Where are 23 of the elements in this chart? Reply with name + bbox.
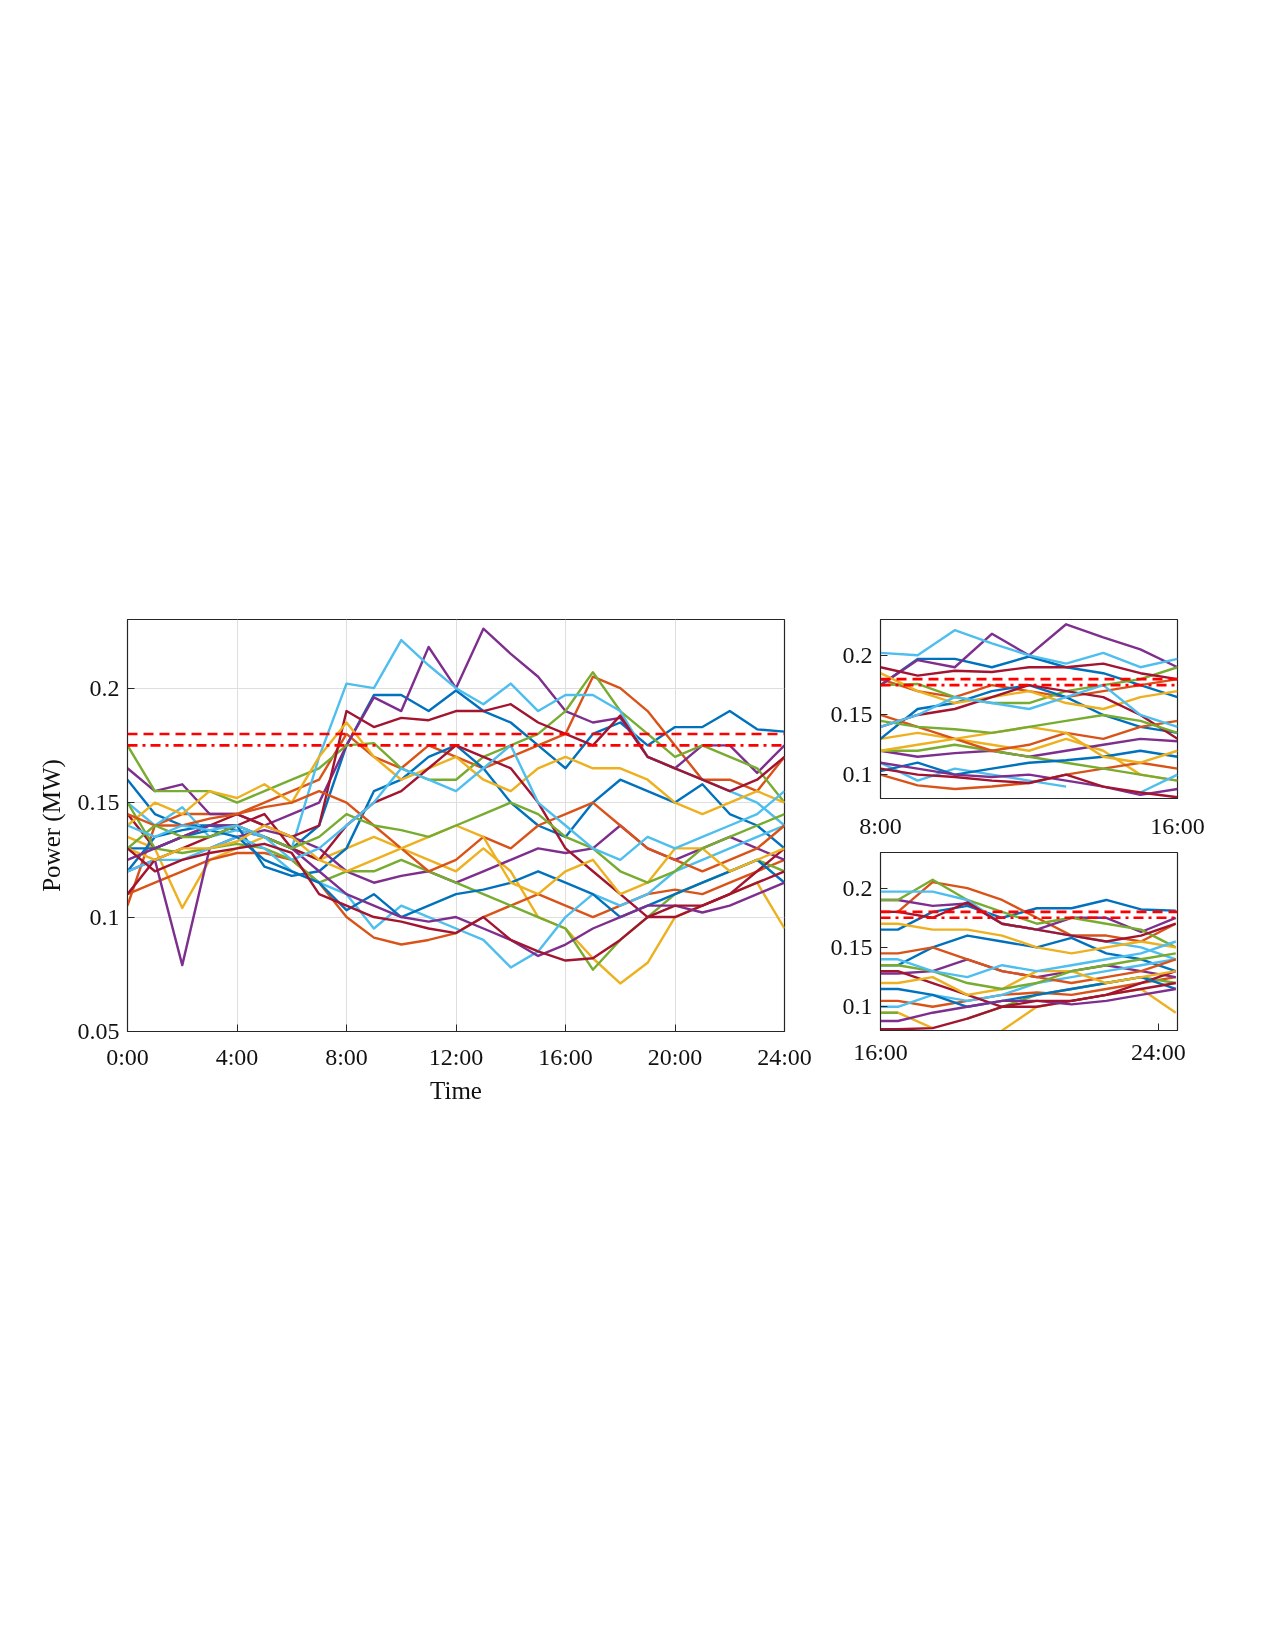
y-tick-label: 0.15 (830, 701, 873, 728)
x-axis-title: Time (430, 1076, 482, 1104)
y-tick-label: 0.1 (89, 903, 120, 930)
x-tick-label: 16:00 (853, 1038, 908, 1065)
x-tick-label: 16:00 (538, 1043, 593, 1070)
y-tick-label: 0.05 (77, 1018, 120, 1044)
x-tick-label: 0:00 (106, 1043, 149, 1070)
y-tick-label: 0.2 (842, 874, 873, 901)
y-axis-title: Power (MW) (37, 759, 66, 892)
x-tick-label: 16:00 (1150, 812, 1205, 839)
x-tick-label: 8:00 (325, 1043, 368, 1070)
y-tick-label: 0.2 (842, 641, 873, 668)
y-tick-label: 0.2 (89, 674, 120, 701)
x-tick-label: 12:00 (428, 1043, 484, 1070)
x-tick-label: 24:00 (757, 1043, 812, 1070)
y-tick-label: 0.1 (842, 761, 873, 788)
x-tick-label: 8:00 (859, 812, 902, 839)
x-tick-label: 24:00 (1131, 1038, 1186, 1065)
x-tick-label: 20:00 (647, 1043, 703, 1070)
y-tick-label: 0.15 (77, 789, 120, 816)
x-tick-label: 4:00 (215, 1043, 259, 1070)
y-tick-label: 0.1 (842, 993, 873, 1020)
y-tick-label: 0.15 (830, 933, 873, 960)
